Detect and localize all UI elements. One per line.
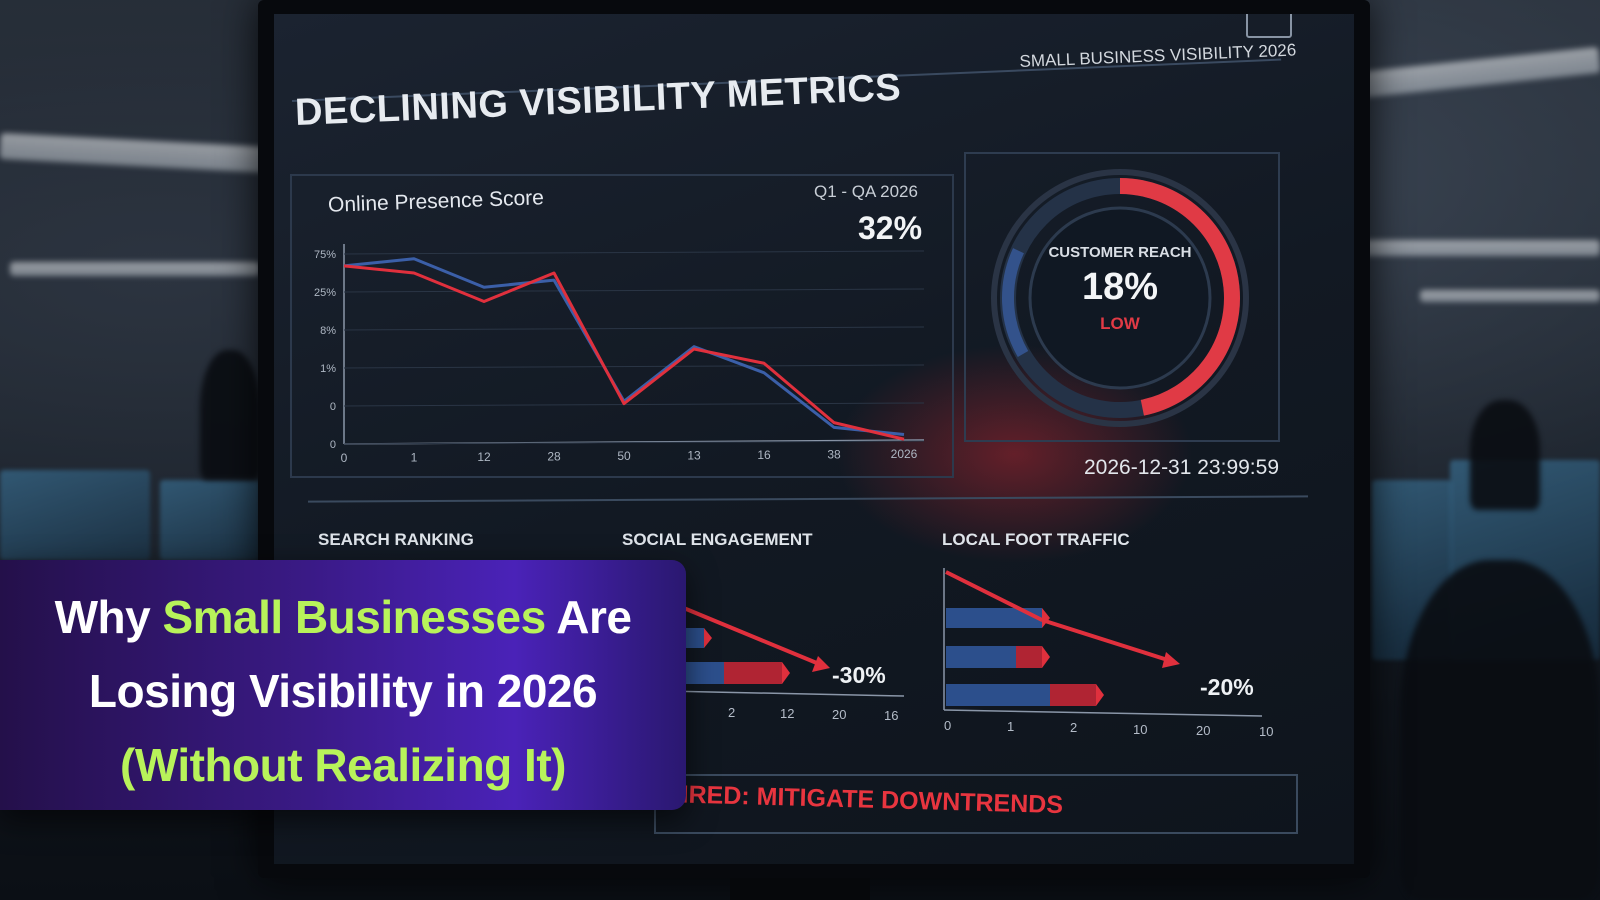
gridline (343, 440, 925, 445)
caption-line-1: Why Small Businesses Are (0, 590, 686, 644)
foot-trend-arrow (1162, 652, 1180, 668)
x-tick-label: 16 (884, 708, 899, 723)
series-line (343, 264, 905, 441)
gridline (343, 288, 925, 293)
dashboard-title: DECLINING VISIBILITY METRICS (294, 66, 902, 135)
period-label: Q1 - QA 2026 (814, 182, 918, 201)
ceiling-light (1360, 240, 1600, 256)
x-tick-label: 1 (411, 451, 418, 465)
timestamp: 2026-12-31 23:99:59 (1084, 456, 1279, 479)
x-tick-label: 1 (1007, 719, 1015, 735)
caption-highlight: Small Businesses (162, 591, 546, 643)
customer-reach-gauge (991, 169, 1249, 427)
search-ranking-title: SEARCH RANKING (318, 530, 474, 549)
x-tick-label: 13 (687, 449, 701, 463)
y-tick-label: 8% (320, 325, 336, 337)
x-tick-label: 20 (1196, 722, 1211, 738)
caption-overlay: Why Small Businesses Are Losing Visibili… (0, 560, 686, 810)
y-tick-label: 0 (330, 401, 336, 413)
ceiling-light (10, 262, 260, 276)
x-tick-label: 0 (341, 451, 348, 465)
x-tick-label: 20 (832, 707, 847, 722)
foot-trend-line (945, 570, 1043, 622)
caption-line-1-pre: Why (54, 591, 163, 643)
x-tick-label: 28 (547, 450, 561, 464)
caption-line-1-post: Are (545, 591, 632, 643)
y-tick-label: 75% (314, 249, 336, 261)
chart-frame (290, 174, 954, 478)
y-tick-label: 1% (320, 363, 336, 375)
foot-bar (1050, 684, 1096, 706)
foot-bar-arrow (1042, 646, 1050, 668)
background-person (1400, 560, 1600, 900)
gauge-label: CUSTOMER REACH (1048, 244, 1192, 261)
background-monitor (0, 470, 150, 560)
x-tick-label: 50 (617, 449, 631, 463)
background-person (200, 350, 260, 480)
x-tick-label: 10 (1133, 721, 1148, 737)
gridline (343, 364, 925, 369)
social-engagement-title: SOCIAL ENGAGEMENT (622, 530, 813, 549)
gridline (343, 250, 925, 255)
ceiling-light (1420, 290, 1600, 302)
local-foot-traffic-title: LOCAL FOOT TRAFFIC (942, 530, 1130, 549)
foot-bar (1016, 646, 1042, 668)
grid-icon (1246, 14, 1292, 38)
x-tick-label: 10 (1259, 724, 1274, 739)
foot-bar-arrow (1096, 684, 1104, 706)
gauge-outer-ring (991, 169, 1249, 427)
x-tick-label: 12 (780, 706, 795, 721)
online-presence-line-chart: 75%25%8%1%000 1 12 28 50 13 16 38 2026 (314, 244, 925, 465)
dashboard-subtitle: SMALL BUSINESS VISIBILITY 2026 (1019, 40, 1297, 72)
social-trend-arrow (812, 656, 830, 672)
caption-line-2: Losing Visibility in 2026 (88, 665, 598, 717)
gauge-frame (964, 152, 1280, 442)
y-tick-label: 25% (314, 287, 336, 299)
gauge-blue-arc (1002, 248, 1029, 357)
local-foot-traffic-change: -20% (1200, 674, 1254, 700)
y-tick-label: 0 (330, 439, 336, 451)
social-trend-line (673, 602, 825, 668)
gauge-inner (1028, 206, 1212, 390)
gauge-value: 18% (1081, 266, 1159, 308)
foot-bar (946, 684, 1050, 706)
background-monitor (160, 480, 260, 560)
x-tick-label: 12 (477, 450, 491, 464)
x-tick-label: 2026 (891, 447, 918, 461)
social-bar-arrow (782, 662, 790, 684)
x-tick-label: 38 (827, 448, 841, 462)
local-foot-traffic-chart (943, 568, 1263, 717)
foot-bar (946, 608, 1042, 628)
period-value: 32% (858, 210, 923, 246)
monitor-stand (730, 878, 870, 900)
social-bar-arrow (704, 628, 712, 648)
series-line (343, 257, 905, 436)
background-person (1470, 400, 1540, 510)
x-tick-label: 2 (728, 705, 736, 720)
caption-line-3: (Without Realizing It) (120, 739, 566, 791)
gridline (343, 326, 925, 331)
x-tick-label: 16 (757, 448, 771, 462)
gridline (343, 402, 925, 407)
gauge-fill-arc (1119, 178, 1240, 416)
foot-bar-arrow (1042, 608, 1050, 628)
gauge-status: LOW (1100, 314, 1140, 333)
x-tick-label: 0 (944, 718, 952, 733)
foot-axis-x (943, 709, 1263, 717)
foot-trend-line (1041, 618, 1175, 664)
social-bar (724, 662, 782, 684)
foot-bar (946, 646, 1016, 668)
social-engagement-change: -30% (832, 662, 886, 688)
x-tick-label: 2 (1070, 720, 1078, 736)
